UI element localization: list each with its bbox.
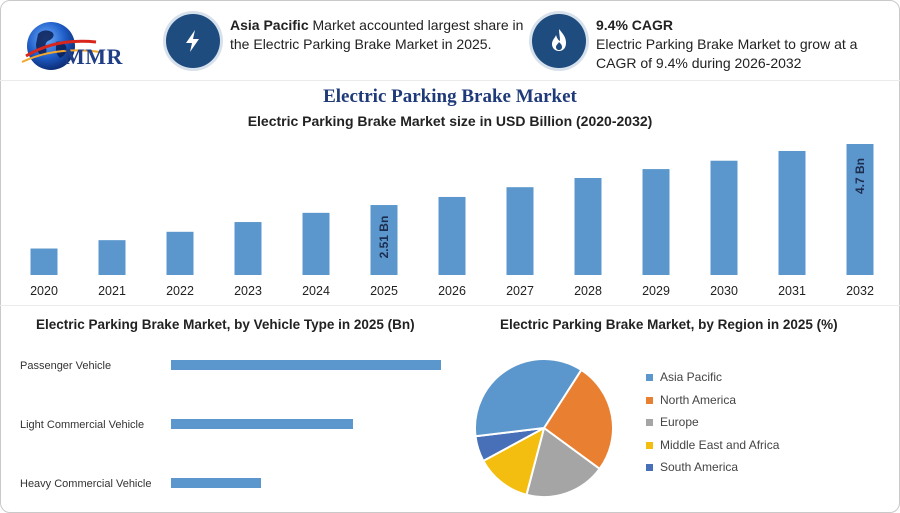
- info2-text: Electric Parking Brake Market to grow at…: [596, 36, 858, 71]
- legend-swatch-middle-east-and-africa: [646, 441, 653, 449]
- x-tick-2021: 2021: [98, 284, 126, 298]
- bar-2029: [642, 169, 670, 275]
- x-tick-2024: 2024: [302, 284, 330, 298]
- data-label-2025: 2.51 Bn: [377, 216, 391, 259]
- x-tick-2032: 2032: [846, 284, 874, 298]
- bar-2020: [30, 248, 58, 275]
- bar-2031: [778, 150, 806, 275]
- lightning-badge: [166, 14, 220, 68]
- legend-label-south-america: South America: [660, 460, 739, 474]
- x-tick-2027: 2027: [506, 284, 534, 298]
- category-label-light-commercial-vehicle: Light Commercial Vehicle: [20, 419, 144, 431]
- bar-2021: [98, 240, 126, 275]
- bar-2024: [302, 212, 330, 275]
- vehicle-type-chart-title: Electric Parking Brake Market, by Vehicl…: [36, 317, 415, 332]
- legend-label-middle-east-and-africa: Middle East and Africa: [660, 437, 780, 452]
- bar-2027: [506, 187, 534, 275]
- info-cagr: 9.4% CAGR Electric Parking Brake Market …: [596, 16, 896, 73]
- bar-passenger-vehicle: [171, 360, 441, 370]
- bar-2032: [846, 144, 874, 275]
- bar-heavy-commercial-vehicle: [171, 478, 261, 488]
- slice-asia-pacific: [474, 358, 583, 438]
- data-label-2032: 4.7 Bn: [853, 158, 867, 194]
- info1-text: Market accounted largest share in the El…: [230, 17, 524, 52]
- x-tick-2028: 2028: [574, 284, 602, 298]
- legend-label-asia-pacific: Asia Pacific: [660, 370, 723, 384]
- region-chart-title: Electric Parking Brake Market, by Region…: [500, 317, 838, 332]
- market-size-bar-chart: 2020 2021 2022 2023 2024 2025 2026 2027 2028 2029…: [30, 144, 874, 298]
- legend-label-north-america: North America: [660, 392, 737, 407]
- legend-swatch-europe: [646, 419, 653, 426]
- slice-north-america: [542, 368, 614, 471]
- lightning-icon: [186, 30, 199, 52]
- x-tick-2025: 2025: [370, 284, 398, 298]
- info-asia-pacific: Asia Pacific Market accounted largest sh…: [230, 16, 525, 54]
- bar-2026: [438, 196, 466, 275]
- category-label-heavy-commercial-vehicle: Heavy Commercial Vehicle: [20, 478, 151, 490]
- bar-light-commercial-vehicle: [171, 419, 353, 429]
- info1-bold: Asia Pacific: [230, 17, 309, 33]
- bar-2025: [370, 205, 398, 275]
- flame-badge: [532, 14, 586, 68]
- info2-bold: 9.4% CAGR: [596, 17, 674, 33]
- x-tick-2026: 2026: [438, 284, 466, 298]
- legend-swatch-south-america: [646, 464, 653, 471]
- slice-europe: [525, 426, 602, 498]
- category-label-passenger-vehicle: Passenger Vehicle: [20, 360, 111, 372]
- legend-swatch-asia-pacific: [646, 374, 653, 381]
- x-tick-2030: 2030: [710, 284, 738, 298]
- bar-2022: [166, 231, 194, 275]
- x-tick-2023: 2023: [234, 284, 262, 298]
- legend-swatch-north-america: [646, 396, 653, 404]
- x-tick-2020: 2020: [30, 284, 58, 298]
- region-pie-chart: [474, 358, 614, 498]
- main-chart-subtitle: Electric Parking Brake Market size in US…: [247, 113, 653, 129]
- vehicle-type-bar-chart: Passenger Vehicle Light Commercial Vehicl…: [20, 360, 441, 490]
- legend-label-europe: Europe: [660, 415, 699, 429]
- bar-2028: [574, 178, 602, 275]
- flame-icon: [552, 29, 566, 51]
- slice-middle-east-and-africa: [482, 426, 546, 496]
- mid-divider: [0, 305, 900, 306]
- x-tick-2031: 2031: [778, 284, 806, 298]
- bar-2023: [234, 222, 262, 275]
- mmr-logo: [21, 22, 101, 70]
- bar-2030: [710, 160, 738, 275]
- logo-text: MMR: [64, 44, 123, 69]
- main-chart-title: Electric Parking Brake Market: [323, 86, 577, 107]
- header-divider: [0, 80, 900, 81]
- x-tick-2022: 2022: [166, 284, 194, 298]
- x-tick-2029: 2029: [642, 284, 670, 298]
